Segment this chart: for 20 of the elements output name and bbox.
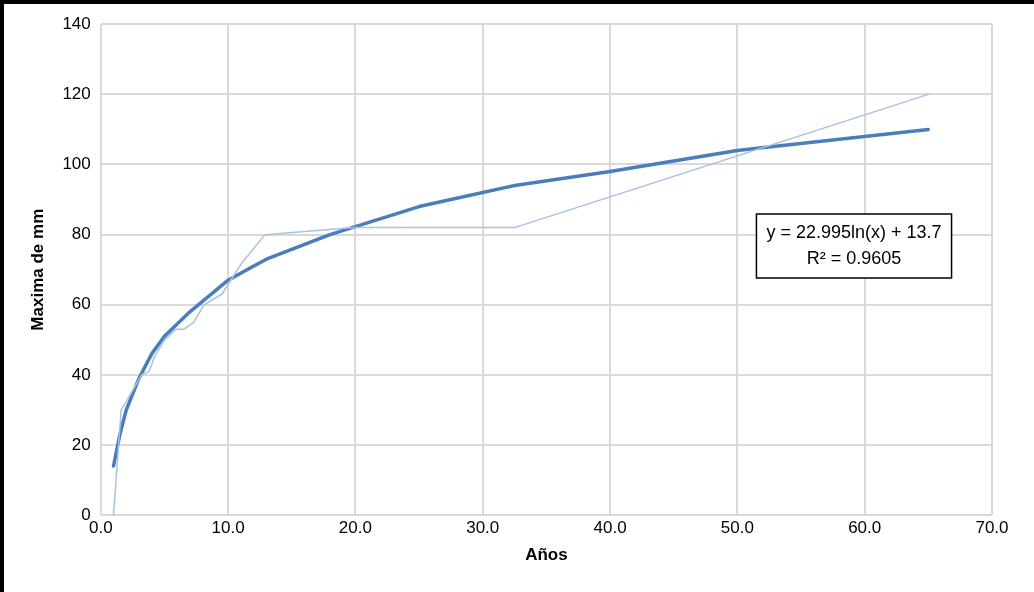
y-tick-label: 60: [71, 294, 91, 314]
x-tick-label: 30.0: [466, 518, 500, 538]
y-tick-label: 20: [71, 434, 91, 454]
x-tick-label: 50.0: [720, 518, 754, 538]
annotation: R² = 0.9605: [806, 247, 902, 268]
y-tick-label: 40: [71, 364, 91, 384]
y-tick-label: 140: [62, 13, 91, 33]
y-tick-label: 80: [71, 224, 91, 244]
x-tick-label: 20.0: [338, 518, 372, 538]
y-axis-title: Maxima de mm: [27, 208, 47, 331]
y-tick-label: 120: [62, 84, 91, 104]
annotation: y = 22.995ln(x) + 13.7: [766, 221, 942, 242]
x-tick-label: 0.0: [88, 518, 113, 538]
x-tick-label: 60.0: [848, 518, 882, 538]
y-tick-label: 0: [81, 504, 91, 524]
x-tick-label: 10.0: [211, 518, 245, 538]
x-tick-label: 70.0: [975, 518, 1009, 538]
y-tick-label: 100: [62, 154, 91, 174]
x-tick-label: 40.0: [593, 518, 627, 538]
x-axis-title: Años: [525, 545, 568, 565]
